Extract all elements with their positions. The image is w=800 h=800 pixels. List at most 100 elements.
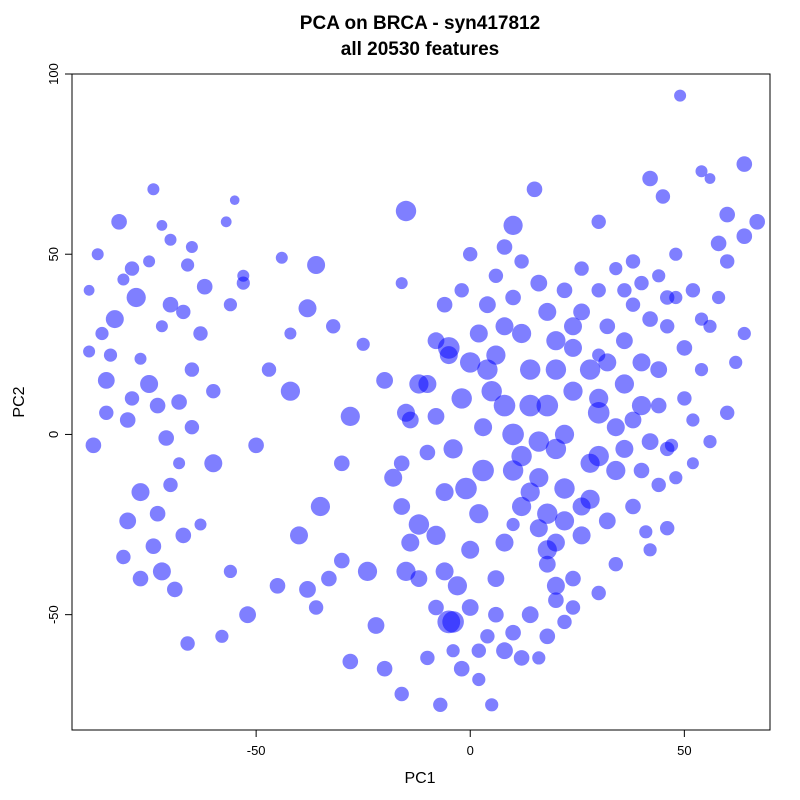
data-point [453,660,470,677]
data-point [664,438,679,452]
data-point [634,275,649,291]
data-point [686,457,699,470]
data-point [737,326,751,341]
chart-subtitle: all 20530 features [341,39,499,60]
data-point [239,606,256,624]
data-point [438,337,460,359]
data-point [591,585,606,601]
data-point [206,384,221,399]
data-point [419,444,436,461]
data-point [625,254,641,269]
axes-layer: -50 0 50 -50 0 50 100 [46,63,692,758]
data-point [334,455,350,472]
data-point [655,189,671,204]
data-point [176,304,191,320]
data-point [546,576,565,595]
data-point [660,521,675,536]
data-point [563,381,583,401]
data-point [204,454,223,473]
data-point [528,431,549,452]
data-point [463,247,478,262]
data-point [694,363,709,377]
data-point [537,503,558,524]
data-point [124,391,140,406]
data-point [642,170,658,187]
data-point [511,496,532,517]
data-point [479,296,496,314]
data-point [443,439,463,459]
data-point [116,549,131,565]
data-point [134,352,147,365]
data-point [545,359,567,380]
data-point [639,525,653,539]
data-point [572,526,591,545]
data-point [376,372,393,389]
data-point [625,498,641,515]
data-point [511,445,532,467]
data-point [532,651,546,665]
data-point [674,89,687,102]
data-point [163,477,178,493]
data-point [652,269,666,283]
data-point [749,214,765,230]
data-point [117,273,130,286]
data-point [460,352,481,373]
x-axis-label: PC1 [404,770,435,787]
data-point [685,283,701,298]
data-point [426,525,446,546]
data-point [505,624,521,641]
data-point [248,437,264,454]
data-point [548,592,564,608]
data-point [418,375,437,393]
data-point [420,650,435,666]
data-point [591,214,606,229]
data-point [574,261,589,276]
data-point [220,216,232,228]
data-point [471,643,486,658]
data-point [495,317,514,336]
data-point [321,570,337,587]
data-point [298,299,317,318]
data-point [719,206,735,223]
data-point [519,394,541,417]
data-point [493,394,516,417]
data-point [184,420,200,435]
data-point [155,320,168,333]
x-tick-label: 50 [677,743,691,758]
data-point [472,672,486,687]
data-point [83,284,95,296]
x-tick-label: 0 [467,743,474,758]
data-point [545,438,567,460]
data-point [643,543,657,557]
data-point [480,629,495,644]
data-point [91,248,104,261]
data-point [99,405,114,420]
data-point [704,173,716,184]
data-point [503,215,523,235]
data-point [469,324,488,343]
data-point [472,459,494,482]
data-point [95,326,109,341]
data-point [401,533,420,552]
data-point [103,348,118,362]
data-point [175,527,192,544]
data-point [477,359,498,380]
data-point [720,405,735,420]
data-point [556,282,573,299]
chart-title: PCA on BRCA - syn417812 [300,13,540,34]
x-tick-label: -50 [247,743,266,758]
data-point [393,455,410,472]
data-point [606,460,626,481]
data-point [83,345,96,358]
data-point [275,251,288,264]
data-point [435,483,454,502]
data-point [384,468,403,487]
data-point [710,235,727,252]
data-point [455,477,477,500]
data-point [428,599,444,616]
data-point [485,698,499,712]
data-point [145,538,162,554]
data-point [215,629,229,643]
data-point [446,644,460,658]
data-point [676,340,693,356]
